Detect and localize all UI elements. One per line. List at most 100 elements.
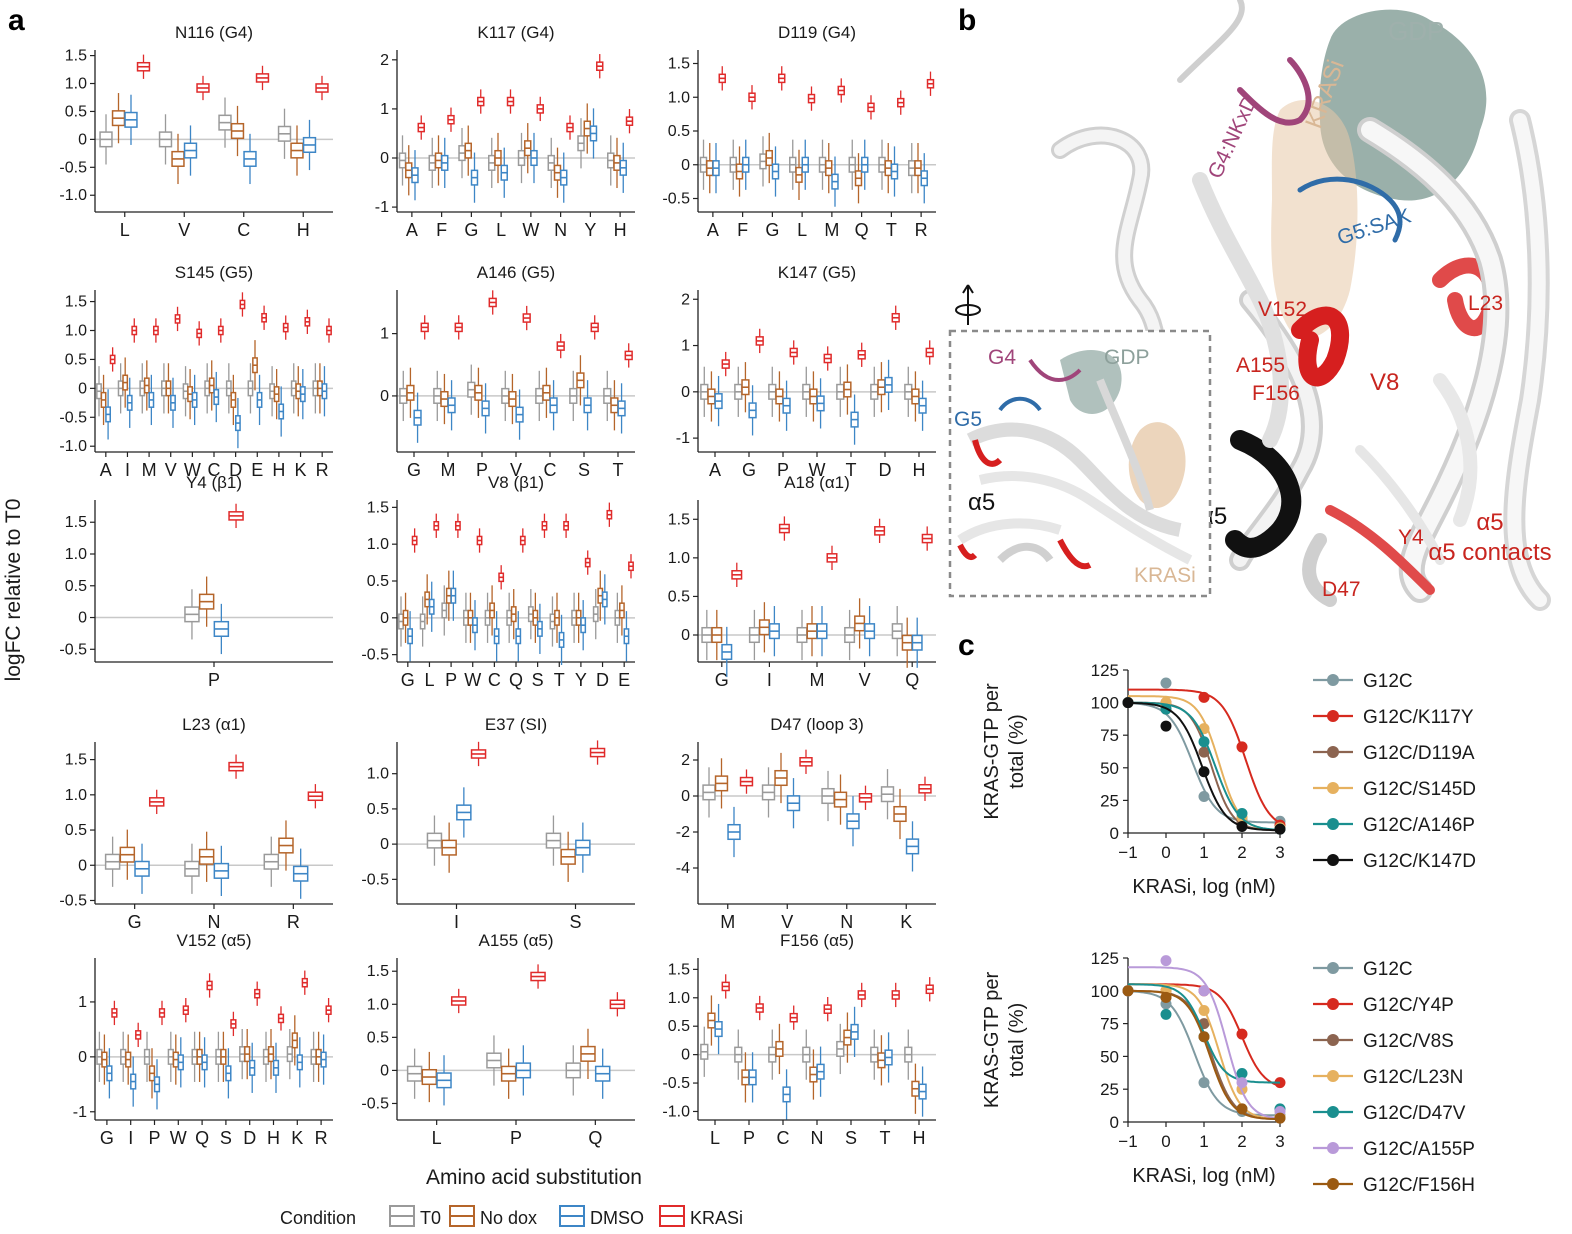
box-krasi bbox=[230, 1011, 237, 1037]
box-no-dox bbox=[101, 1034, 108, 1085]
label-g4-nkxd: G4:NKxD bbox=[1204, 92, 1262, 182]
protein-ribbons bbox=[1051, 0, 1551, 611]
box-t0 bbox=[312, 363, 319, 414]
box-krasi bbox=[325, 998, 332, 1023]
box-no-dox bbox=[295, 366, 302, 417]
box-t0 bbox=[592, 589, 599, 640]
data-point bbox=[1236, 820, 1248, 832]
x-tick-label: H bbox=[614, 220, 627, 240]
box-no-dox bbox=[542, 367, 551, 418]
data-point bbox=[1198, 790, 1210, 802]
box-no-dox bbox=[553, 147, 562, 198]
box-dmso bbox=[768, 606, 780, 657]
series-g12c-k147d: G12C/K147D bbox=[1122, 697, 1476, 872]
y-tick-label: 1 bbox=[78, 994, 87, 1011]
x-tick-label: 0 bbox=[1161, 843, 1170, 862]
box-t0 bbox=[184, 589, 200, 640]
y-tick-label: 0.5 bbox=[367, 801, 389, 818]
box-t0 bbox=[761, 767, 776, 818]
box-krasi bbox=[789, 340, 798, 365]
box-krasi bbox=[748, 85, 756, 110]
x-tick-label: G bbox=[100, 1128, 114, 1148]
x-tick-label: C bbox=[488, 670, 501, 690]
box-no-dox bbox=[267, 1028, 275, 1080]
x-tick-label: G bbox=[401, 670, 415, 690]
x-tick-label: A bbox=[100, 460, 112, 480]
box-krasi bbox=[826, 545, 838, 571]
box-krasi bbox=[174, 306, 181, 332]
panel-label-b: b bbox=[958, 4, 976, 37]
y-tick-label: 1.0 bbox=[65, 76, 87, 93]
box-krasi bbox=[721, 351, 730, 377]
box-no-dox bbox=[580, 1028, 596, 1079]
box-no-dox bbox=[711, 609, 723, 661]
box-t0 bbox=[462, 592, 469, 643]
y-tick-label: 1.5 bbox=[65, 752, 87, 769]
box-no-dox bbox=[706, 143, 714, 194]
box-t0 bbox=[603, 370, 612, 422]
y-tick-label: 0 bbox=[380, 836, 389, 853]
box-dmso bbox=[130, 1056, 137, 1107]
x-tick-label: M bbox=[824, 220, 839, 240]
box-t0 bbox=[836, 366, 845, 417]
x-tick-label: H bbox=[272, 460, 285, 480]
y-tick-label: -1.0 bbox=[59, 187, 87, 204]
box-t0 bbox=[796, 609, 808, 661]
box-no-dox bbox=[474, 367, 483, 418]
box-dmso bbox=[601, 574, 608, 625]
x-tick-label: E bbox=[618, 670, 630, 690]
box-dmso bbox=[407, 611, 414, 662]
box-t0 bbox=[535, 370, 544, 422]
x-tick-label: −1 bbox=[1118, 843, 1137, 862]
legend-label: G12C/V8S bbox=[1363, 1031, 1454, 1052]
box-dmso bbox=[234, 397, 241, 449]
box-t0 bbox=[158, 114, 173, 165]
y-tick-label: 0 bbox=[78, 380, 87, 397]
box-t0 bbox=[501, 370, 510, 422]
box-dmso bbox=[558, 614, 565, 666]
box-t0 bbox=[699, 139, 708, 190]
box-no-dox bbox=[884, 143, 892, 194]
x-tick-label: A bbox=[406, 220, 418, 240]
box-krasi bbox=[326, 318, 332, 343]
box-dmso bbox=[213, 371, 220, 423]
subplot-title: D47 (loop 3) bbox=[770, 715, 864, 734]
box-dmso bbox=[850, 394, 859, 445]
x-tick-label: P bbox=[743, 1128, 755, 1148]
legend-label: G12C/D119A bbox=[1363, 743, 1475, 764]
box-dmso bbox=[771, 146, 780, 197]
box-t0 bbox=[441, 585, 448, 636]
box-no-dox bbox=[714, 758, 729, 809]
x-tick-label: W bbox=[464, 670, 481, 690]
box-t0 bbox=[428, 137, 436, 189]
box-krasi bbox=[807, 86, 816, 111]
box-dmso bbox=[320, 1034, 327, 1085]
box-dmso bbox=[816, 1046, 825, 1097]
y-tick-label: 0.5 bbox=[65, 103, 87, 120]
legend-marker bbox=[1327, 674, 1339, 686]
box-no-dox bbox=[775, 371, 784, 422]
x-tick-label: L bbox=[424, 670, 434, 690]
box-dmso bbox=[456, 787, 472, 838]
legend-label: G12C/K117Y bbox=[1363, 707, 1474, 728]
box-krasi bbox=[420, 315, 429, 340]
data-point bbox=[1236, 1103, 1248, 1115]
y-tick-label: -1.0 bbox=[59, 438, 87, 455]
box-no-dox bbox=[405, 145, 413, 196]
box-dmso bbox=[134, 843, 150, 894]
box-t0 bbox=[701, 609, 713, 661]
box-krasi bbox=[417, 115, 425, 140]
x-tick-label: P bbox=[476, 460, 488, 480]
box-no-dox bbox=[508, 373, 517, 425]
subplot-title: S145 (G5) bbox=[175, 263, 253, 282]
box-dmso bbox=[515, 389, 524, 440]
box-dmso bbox=[183, 125, 198, 176]
box-dmso bbox=[884, 359, 893, 410]
y-tick-label: 100 bbox=[1091, 982, 1119, 1001]
box-t0 bbox=[565, 1045, 582, 1096]
x-tick-label: C bbox=[208, 460, 221, 480]
subplot-title: F156 (α5) bbox=[780, 931, 854, 950]
box-dmso bbox=[846, 796, 860, 847]
y-tick-label: -0.5 bbox=[361, 1095, 389, 1112]
